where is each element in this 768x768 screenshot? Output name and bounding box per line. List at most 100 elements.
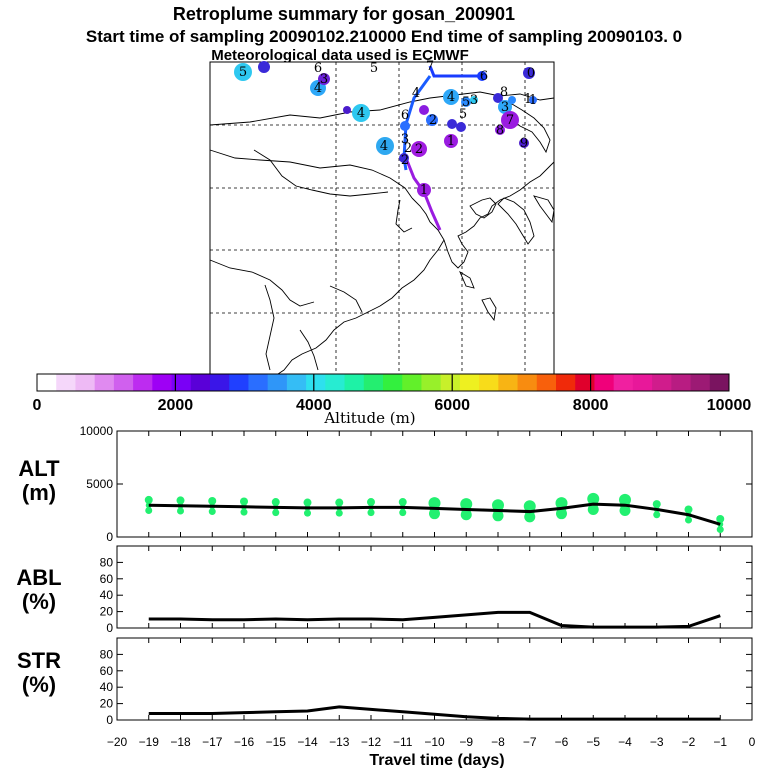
map-number: 2	[404, 141, 412, 156]
plume-marker	[461, 97, 471, 107]
plume-altitude-dot	[399, 509, 407, 517]
panel-unit-label: (%)	[22, 672, 56, 697]
plume-marker	[470, 96, 478, 104]
plume-marker	[352, 104, 370, 122]
x-tick-label: −12	[361, 735, 382, 749]
colorbar-tick-label: 2000	[158, 397, 194, 414]
colorbar-swatch	[325, 374, 346, 391]
panel-label: STR	[17, 648, 61, 673]
colorbar-tick-label: 8000	[573, 397, 609, 414]
map-number: 4	[357, 106, 365, 121]
colorbar-tick-label: 0	[33, 397, 42, 414]
plume-markers	[234, 61, 537, 197]
colorbar-frame	[36, 373, 730, 392]
panel-frame	[116, 545, 753, 629]
colorbar-swatch	[709, 374, 730, 391]
x-tick-label: 0	[749, 735, 756, 749]
colorbar-swatch	[75, 374, 96, 391]
map-number: 2	[429, 113, 437, 128]
plume-marker	[523, 67, 535, 79]
x-tick-label: −20	[107, 735, 128, 749]
map-number: 4	[314, 81, 322, 96]
colorbar-swatch	[575, 374, 595, 391]
x-tick-label: −4	[618, 735, 632, 749]
colorbar-swatch	[402, 374, 422, 391]
x-tick-label: −5	[586, 735, 600, 749]
map-number: 2	[401, 153, 409, 168]
y-tick-label: 10000	[80, 424, 114, 438]
colorbar-swatch	[152, 374, 173, 391]
map-number: 8	[496, 123, 504, 138]
plume-marker	[444, 134, 458, 148]
map-number: 5	[370, 61, 378, 76]
plume-altitude-dot	[684, 505, 693, 514]
x-tick-label: −13	[329, 735, 350, 749]
plume-marker	[399, 153, 409, 163]
colorbar-swatch	[94, 374, 115, 391]
y-tick-label: 5000	[86, 477, 113, 491]
plume-altitude-dot	[208, 508, 216, 516]
plume-marker	[477, 71, 487, 81]
map-number: 1	[447, 134, 455, 149]
plume-marker	[501, 111, 519, 129]
colorbar-swatch	[517, 374, 538, 391]
altitude-colorbar: 0 2000 4000 6000 8000 10000	[33, 373, 752, 414]
plume-altitude-dot	[303, 498, 312, 507]
y-tick-label: 40	[100, 680, 114, 694]
colorbar-swatch	[690, 374, 711, 391]
colorbar-swatch	[479, 374, 499, 391]
colorbar-swatch	[363, 374, 384, 391]
panel-alt: 10000 5000 0 ALT(m)	[18, 424, 753, 544]
colorbar-swatch	[113, 374, 134, 391]
plume-marker	[426, 114, 438, 126]
colorbar-tick-label: 4000	[296, 397, 332, 414]
map-number: 7	[426, 59, 434, 74]
map-number: 2	[415, 142, 423, 157]
map-number: 8	[500, 85, 508, 100]
map-number: 0	[527, 66, 535, 81]
plume-altitude-dot	[176, 496, 185, 505]
trajectory-segment-north	[428, 65, 482, 78]
x-axis-label: Travel time (days)	[369, 752, 504, 768]
colorbar-swatch	[498, 374, 519, 391]
plume-altitude-dot	[145, 507, 153, 514]
colorbar-swatch	[344, 374, 365, 391]
plume-marker	[258, 61, 270, 73]
plume-altitude-dot	[367, 509, 375, 517]
plume-marker	[519, 138, 529, 148]
plume-altitude-dot	[716, 514, 725, 523]
x-tick-label: −14	[297, 735, 318, 749]
plume-marker	[493, 93, 503, 103]
series-line-abl	[148, 610, 721, 629]
map-number: 1	[524, 92, 532, 107]
x-tick-label: −16	[234, 735, 255, 749]
colorbar-label: Altitude (m)	[323, 409, 415, 427]
y-tick-label: 40	[100, 588, 114, 602]
plume-marker	[456, 122, 466, 132]
colorbar-swatch	[459, 374, 480, 391]
colorbar-swatch	[556, 374, 576, 391]
plume-altitude-dot	[716, 526, 724, 534]
plume-altitude-dot	[335, 509, 343, 517]
colorbar-tick-label: 10000	[707, 397, 752, 414]
x-tick-label: −3	[650, 735, 664, 749]
panels: 1000050000ALT(m)806040200ABL(%)806040200…	[16, 424, 755, 749]
series-line-str	[148, 705, 721, 721]
map-number: 6	[401, 108, 409, 123]
plume-marker	[443, 89, 459, 105]
map-number: 3	[501, 100, 509, 115]
colorbar-swatch	[133, 374, 153, 391]
plume-marker	[376, 137, 394, 155]
map-number: 3	[470, 93, 478, 108]
x-tick-label: −1	[713, 735, 727, 749]
colorbar-swatch	[210, 374, 230, 391]
plume-altitude-dot	[272, 509, 280, 517]
colorbar-tick-label: 6000	[434, 397, 470, 414]
title-line1: Retroplume summary for gosan_200901	[173, 4, 515, 24]
plume-altitude-dot	[335, 498, 344, 507]
colorbar-swatch	[229, 374, 249, 391]
colorbar-swatch	[536, 374, 557, 391]
colorbar-swatch	[248, 374, 269, 391]
